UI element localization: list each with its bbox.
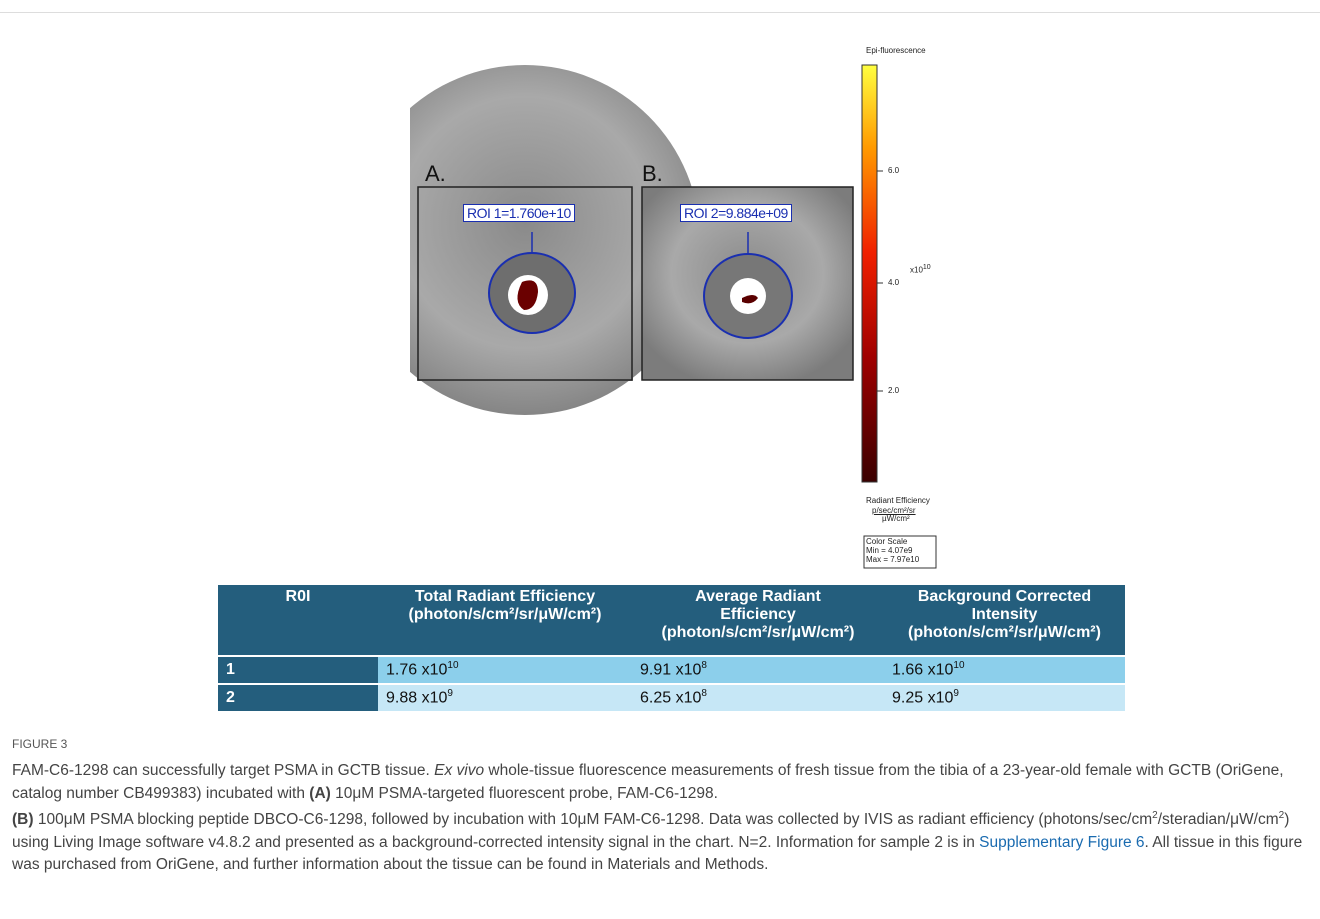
superscript: 9	[953, 688, 959, 699]
colorbar-title: Epi-fluorescence	[866, 46, 926, 55]
caption-bold: (B)	[12, 811, 34, 828]
header-line: (photon/s/cm²/sr/μW/cm²)	[382, 606, 628, 624]
table-cell: 1.76 x1010	[378, 657, 632, 683]
top-rule	[0, 12, 1320, 13]
roi-label: ROI 2=9.884e+09	[680, 204, 792, 222]
panel-label: B.	[642, 161, 663, 187]
caption-text: FAM-C6-1298 can successfully target PSMA…	[12, 762, 434, 779]
caption-text: 10μM PSMA-targeted fluorescent probe, FA…	[331, 785, 718, 802]
header-cell: R0I	[218, 585, 378, 655]
table-cell: 9.91 x108	[632, 657, 884, 683]
superscript: 8	[701, 660, 707, 671]
scale-line: Min = 4.07e9	[866, 546, 919, 555]
header-cell: Total Radiant Efficiency(photon/s/cm²/sr…	[378, 585, 632, 655]
superscript: 8	[701, 688, 707, 699]
cell-value: 9.91 x10	[640, 662, 701, 679]
header-line: (photon/s/cm²/sr/μW/cm²)	[636, 624, 880, 642]
superscript: 10	[953, 660, 964, 671]
colorbar-exponent: x1010	[910, 264, 931, 275]
caption-text: 100μM PSMA blocking peptide DBCO-C6-1298…	[34, 811, 1153, 828]
superscript: 10	[923, 264, 931, 271]
caption-text: /steradian/μW/cm	[1158, 811, 1279, 828]
cell-value: 6.25 x10	[640, 690, 701, 707]
text: x10	[910, 266, 923, 275]
table-cell: 1	[218, 657, 378, 683]
scale-line: Max = 7.97e10	[866, 555, 919, 564]
table-cell: 6.25 x108	[632, 685, 884, 711]
panel-label: A.	[425, 161, 446, 187]
roi-label: ROI 1=1.760e+10	[463, 204, 575, 222]
caption: FAM-C6-1298 can successfully target PSMA…	[12, 760, 1312, 877]
header-line: Intensity	[888, 606, 1121, 624]
cell-value: 9.25 x10	[892, 690, 953, 707]
header-line: R0I	[222, 588, 374, 606]
colorbar	[862, 65, 883, 482]
unit-title: Radiant Efficiency	[866, 496, 930, 505]
header-line: (photon/s/cm²/sr/μW/cm²)	[888, 624, 1121, 642]
header-line: Background Corrected	[888, 588, 1121, 606]
supplementary-link[interactable]: Supplementary Figure 6	[979, 834, 1144, 851]
caption-label: FIGURE 3	[12, 737, 67, 751]
table-cell: 9.88 x109	[378, 685, 632, 711]
scale-line: Color Scale	[866, 537, 919, 546]
cell-value: 1.76 x10	[386, 662, 447, 679]
unit-denominator: µW/cm²	[882, 514, 910, 523]
cell-value: 1.66 x10	[892, 662, 953, 679]
table-cell: 2	[218, 685, 378, 711]
colorbar-tick: 2.0	[888, 386, 899, 395]
scale-text: Color Scale Min = 4.07e9 Max = 7.97e10	[866, 537, 919, 564]
header-line: Total Radiant Efficiency	[382, 588, 628, 606]
page: A. ROI 1=1.760e+10 B. ROI 2=9.884e+09 Ep…	[0, 0, 1320, 919]
cell-value: 9.88 x10	[386, 690, 447, 707]
colorbar-tick: 4.0	[888, 278, 899, 287]
superscript: 10	[447, 660, 458, 671]
caption-italic: Ex vivo	[434, 762, 484, 779]
table-cell: 1.66 x1010	[884, 657, 1125, 683]
colorbar-tick: 6.0	[888, 166, 899, 175]
header-line: Efficiency	[636, 606, 880, 624]
header-line: Average Radiant	[636, 588, 880, 606]
caption-bold: (A)	[309, 785, 331, 802]
superscript: 9	[447, 688, 453, 699]
table-cell: 9.25 x109	[884, 685, 1125, 711]
